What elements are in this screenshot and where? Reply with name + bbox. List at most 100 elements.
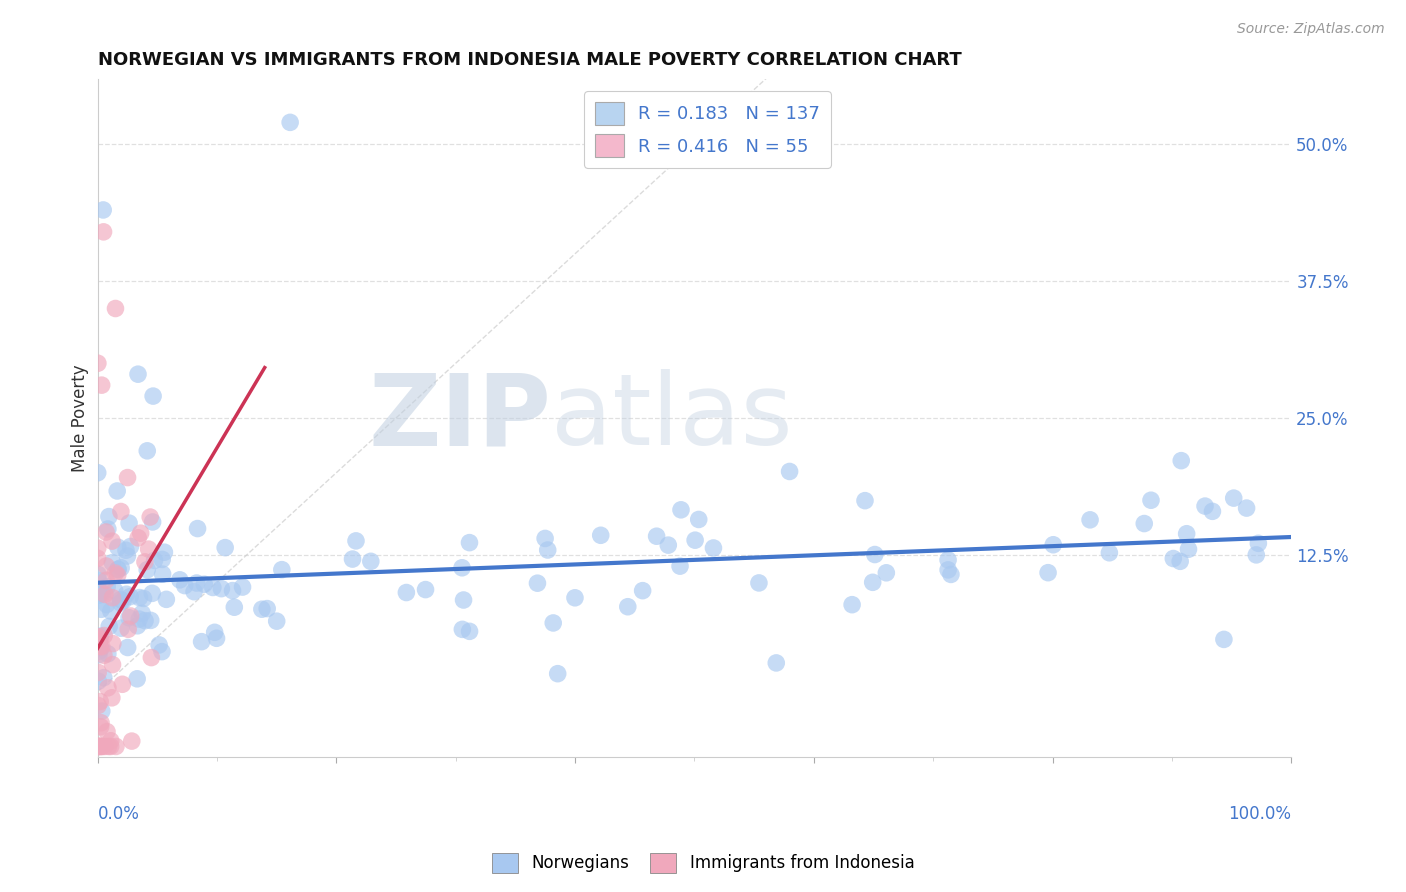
Point	[100, 739, 122, 754]
Point	[93, 628, 115, 642]
Point	[127, 672, 149, 686]
Point	[93, 648, 115, 663]
Point	[87, 583, 110, 598]
Point	[224, 600, 246, 615]
Point	[342, 552, 364, 566]
Point	[87, 739, 110, 754]
Point	[101, 534, 124, 549]
Point	[134, 614, 156, 628]
Point	[107, 563, 129, 577]
Point	[1212, 632, 1234, 647]
Point	[107, 562, 129, 576]
Point	[89, 632, 111, 647]
Point	[104, 301, 127, 316]
Point	[451, 623, 474, 637]
Point	[939, 567, 962, 582]
Point	[110, 621, 132, 635]
Point	[1247, 536, 1270, 550]
Point	[1042, 538, 1064, 552]
Point	[121, 734, 143, 748]
Point	[541, 615, 564, 630]
Point	[90, 640, 112, 654]
Point	[173, 578, 195, 592]
Point	[112, 594, 135, 608]
Point	[87, 541, 110, 555]
Point	[547, 666, 569, 681]
Point	[256, 601, 278, 615]
Point	[96, 580, 118, 594]
Point	[853, 493, 876, 508]
Point	[669, 559, 692, 574]
Point	[111, 677, 134, 691]
Point	[139, 613, 162, 627]
Point	[862, 575, 884, 590]
Point	[250, 602, 273, 616]
Point	[537, 543, 560, 558]
Point	[645, 529, 668, 543]
Point	[89, 739, 111, 754]
Point	[702, 541, 724, 555]
Point	[278, 115, 301, 129]
Point	[232, 580, 254, 594]
Point	[87, 648, 110, 662]
Text: 100.0%: 100.0%	[1229, 805, 1291, 823]
Point	[683, 533, 706, 548]
Point	[89, 644, 111, 658]
Point	[1133, 516, 1156, 531]
Point	[1170, 453, 1192, 467]
Point	[97, 522, 120, 536]
Text: Source: ZipAtlas.com: Source: ZipAtlas.com	[1237, 22, 1385, 37]
Point	[87, 698, 110, 713]
Point	[141, 586, 163, 600]
Point	[97, 509, 120, 524]
Point	[117, 549, 139, 563]
Point	[209, 582, 232, 596]
Point	[100, 604, 122, 618]
Point	[139, 510, 162, 524]
Point	[190, 634, 212, 648]
Point	[101, 657, 124, 672]
Point	[129, 526, 152, 541]
Point	[395, 585, 418, 599]
Point	[91, 586, 114, 600]
Point	[631, 583, 654, 598]
Point	[90, 378, 112, 392]
Point	[534, 532, 557, 546]
Text: atlas: atlas	[551, 369, 793, 467]
Point	[344, 533, 367, 548]
Point	[453, 593, 475, 607]
Point	[100, 733, 122, 747]
Point	[93, 225, 115, 239]
Point	[150, 552, 173, 566]
Point	[96, 559, 118, 574]
Point	[117, 622, 139, 636]
Point	[1222, 491, 1244, 505]
Point	[136, 563, 159, 577]
Point	[1168, 554, 1191, 568]
Point	[458, 535, 481, 549]
Point	[669, 503, 692, 517]
Point	[115, 587, 138, 601]
Point	[87, 630, 110, 644]
Point	[94, 587, 117, 601]
Point	[155, 592, 177, 607]
Point	[128, 612, 150, 626]
Point	[110, 504, 132, 518]
Point	[1163, 551, 1185, 566]
Point	[150, 645, 173, 659]
Point	[87, 574, 110, 588]
Point	[1175, 526, 1198, 541]
Point	[97, 647, 120, 661]
Point	[270, 563, 292, 577]
Point	[87, 356, 110, 370]
Text: 0.0%: 0.0%	[97, 805, 139, 823]
Point	[118, 516, 141, 530]
Point	[589, 528, 612, 542]
Point	[127, 367, 149, 381]
Point	[1194, 499, 1216, 513]
Point	[415, 582, 437, 597]
Legend: Norwegians, Immigrants from Indonesia: Norwegians, Immigrants from Indonesia	[485, 847, 921, 880]
Point	[110, 596, 132, 610]
Point	[187, 522, 209, 536]
Point	[93, 739, 115, 754]
